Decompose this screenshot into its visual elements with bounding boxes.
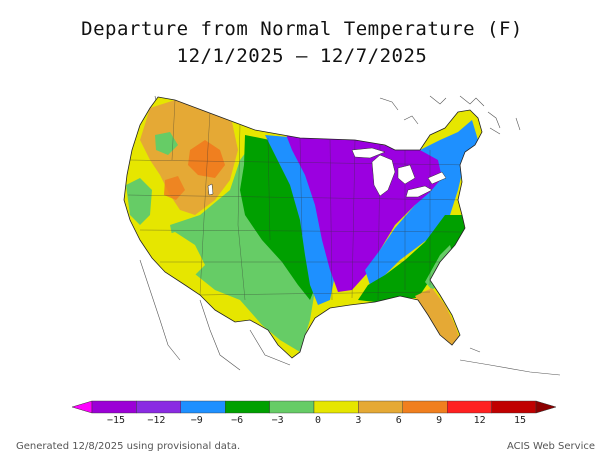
legend-tick-label: −12 [147, 415, 166, 426]
legend-bin [180, 400, 226, 414]
legend-left-arrow [71, 400, 93, 414]
zone-green-plains [240, 135, 316, 300]
zone-green-washington [155, 132, 178, 155]
legend-bin [313, 400, 359, 414]
legend-right-arrow [535, 400, 557, 414]
generated-note: Generated 12/8/2025 using provisional da… [16, 441, 241, 452]
legend-bin [224, 400, 270, 414]
temperature-fill [124, 97, 482, 358]
legend-bin [91, 400, 137, 414]
zone-yellow-arizona [150, 232, 205, 280]
temperature-departure-map [123, 95, 561, 376]
zone-darkorange-nevada [164, 176, 185, 200]
zone-orange-florida [415, 288, 460, 346]
zone-blue-east [365, 120, 478, 285]
legend-tick-label: −15 [106, 415, 126, 426]
legend-bin [447, 400, 492, 414]
us-outline [123, 96, 483, 359]
legend-bin [136, 400, 181, 414]
legend-tick-label: −9 [190, 415, 203, 426]
legend-bin [269, 400, 315, 414]
source-credit: ACIS Web Service [506, 441, 595, 452]
zone-green-california [126, 178, 152, 225]
legend-bin [402, 400, 448, 414]
legend-tick-label: 12 [473, 415, 486, 426]
legend-tick-label: −6 [231, 415, 244, 426]
legend-tick-label: 9 [436, 415, 443, 426]
zone-darkorange-idaho [188, 140, 225, 178]
legend-tick-label: 3 [355, 415, 362, 426]
legend-bin [491, 400, 537, 414]
legend-tick-label: 6 [395, 415, 402, 426]
great-lakes [207, 147, 447, 198]
legend-tick-label: −3 [271, 415, 284, 426]
zone-green-southeast [358, 215, 465, 302]
legend-bin [358, 400, 403, 414]
state-boundaries [127, 99, 471, 301]
legend-colorbar [71, 400, 557, 414]
map-title-line1: Departure from Normal Temperature (F) [81, 18, 523, 40]
legend-tick-label: 15 [513, 415, 527, 426]
map-title-line2: 12/1/2025 – 12/7/2025 [176, 45, 428, 67]
legend-tick-label: 0 [314, 415, 322, 426]
